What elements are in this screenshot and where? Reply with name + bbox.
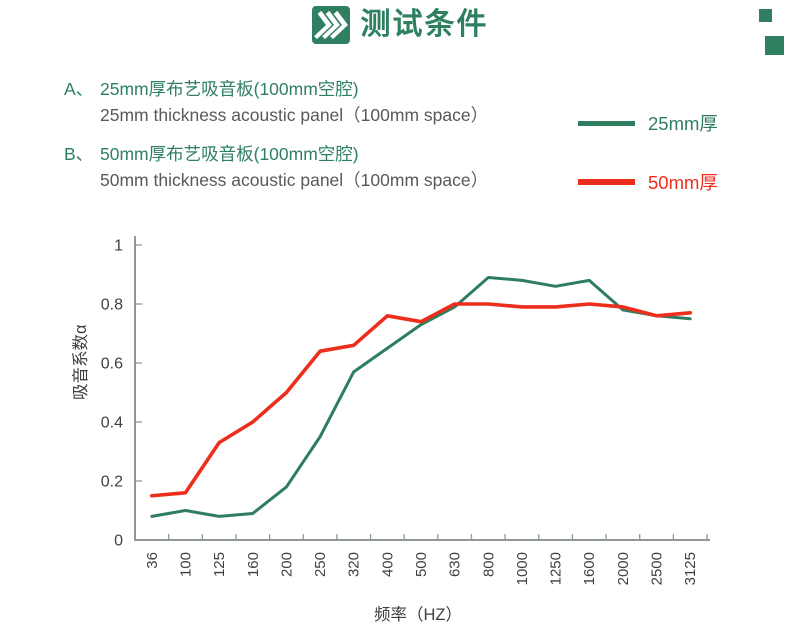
condition-b-label: B、 [64, 144, 94, 164]
series-25mm-thick-line [150, 275, 692, 518]
y-tick-label: 0.4 [101, 415, 123, 432]
legend-label-50mm: 50mm厚 [648, 172, 718, 193]
y-tick-label: 0 [114, 533, 123, 550]
corner-square-small [759, 9, 772, 22]
x-axis-title: 频率（HZ） [374, 606, 462, 624]
x-tick-label: 200 [278, 552, 295, 577]
x-tick-label: 500 [413, 552, 430, 577]
y-tick-label: 1 [114, 238, 123, 255]
x-tick-label: 2000 [615, 552, 632, 585]
x-tick-label: 1000 [514, 552, 531, 585]
condition-a-chinese: A、 25mm厚布艺吸音板(100mm空腔) [64, 78, 488, 100]
x-tick-label: 1600 [581, 552, 598, 585]
legend-label-25mm: 25mm厚 [648, 113, 718, 134]
y-tick-label: 0.2 [101, 474, 123, 491]
legend-item-25mm: 25mm厚 [578, 110, 718, 136]
condition-b-chinese: B、 50mm厚布艺吸音板(100mm空腔) [64, 143, 488, 165]
x-tick-label: 1250 [548, 552, 565, 585]
x-tick-label: 100 [177, 552, 194, 577]
x-tick-label: 320 [346, 552, 363, 577]
x-tick-label: 36 [144, 552, 161, 569]
condition-a-label: A、 [64, 79, 94, 99]
legend-item-50mm: 50mm厚 [578, 169, 718, 195]
condition-b-english: 50mm thickness acoustic panel（100mm spac… [100, 170, 489, 190]
x-tick-label: 800 [480, 552, 497, 577]
x-tick-label: 2500 [649, 552, 666, 585]
y-tick-label: 0.8 [101, 297, 123, 314]
condition-b-cn-text: 50mm厚布艺吸音板(100mm空腔) [100, 144, 359, 164]
corner-square-large [765, 36, 784, 55]
y-tick-label: 0.6 [101, 356, 123, 373]
condition-a: A、 25mm厚布艺吸音板(100mm空腔) 25mm thickness ac… [64, 78, 488, 126]
x-tick-label: 160 [245, 552, 262, 577]
x-tick-label: 400 [379, 552, 396, 577]
legend-swatch-25mm [578, 120, 635, 126]
x-tick-label: 125 [211, 552, 228, 577]
page-title: 测试条件 [360, 8, 489, 41]
x-tick-label: 630 [447, 552, 464, 577]
y-axis-title: 吸音系数α [72, 324, 90, 400]
condition-a-english: 25mm thickness acoustic panel（100mm spac… [100, 105, 489, 125]
page-header: 测试条件 [0, 6, 800, 44]
triple-chevron-right-icon [311, 6, 350, 44]
condition-b: B、 50mm厚布艺吸音板(100mm空腔) 50mm thickness ac… [64, 143, 488, 191]
x-tick-label: 3125 [682, 552, 699, 585]
series-50mm-thick-line [150, 302, 692, 498]
legend-swatch-50mm [578, 179, 635, 185]
condition-a-cn-text: 25mm厚布艺吸音板(100mm空腔) [100, 79, 359, 99]
x-tick-label: 250 [312, 552, 329, 577]
